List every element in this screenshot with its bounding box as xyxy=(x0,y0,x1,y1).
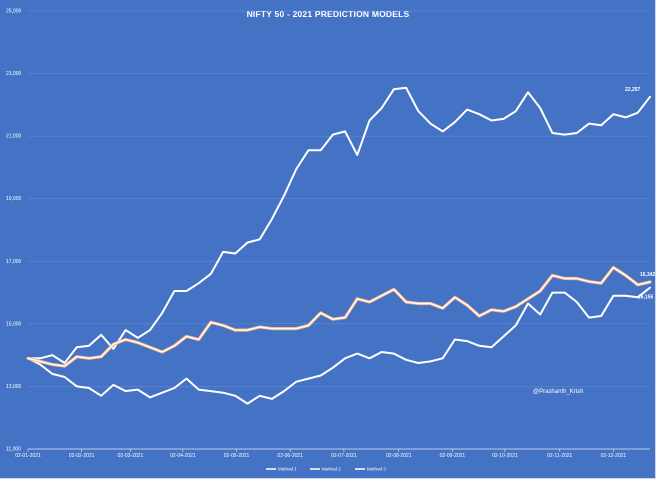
x-tick-label: 02-12-2021 xyxy=(601,453,627,459)
watermark-annotation: @Prashanth_Krish xyxy=(533,389,583,395)
y-tick-label: 15,000 xyxy=(6,321,22,327)
legend: Method 1 Method 2 Method 3 xyxy=(266,467,386,472)
x-tick-label: 02-03-2021 xyxy=(118,453,144,459)
y-tick-label: 19,000 xyxy=(6,196,22,202)
y-tick-label: 11,000 xyxy=(6,447,21,453)
y-tick-label: 21,000 xyxy=(6,134,22,140)
legend-label-1: Method 1 xyxy=(278,467,297,472)
y-tick-label: 25,000 xyxy=(6,9,22,15)
end-data-label-1: 22,257 xyxy=(625,87,641,93)
gridlines: 11,000 13,000 15,000 17,000 19,000 21,000 23,0… xyxy=(6,9,650,453)
legend-label-3: Method 3 xyxy=(367,467,386,472)
x-tick-label: 02-05-2021 xyxy=(224,453,250,459)
chart-title: NIFTY 50 - 2021 PREDICTION MODELS xyxy=(247,9,410,19)
y-tick-label: 17,000 xyxy=(6,259,22,265)
data-labels: 22,257 16,155 16,342 xyxy=(625,87,655,301)
x-tick-label: 02-04-2021 xyxy=(170,453,196,459)
series-lines xyxy=(26,86,652,405)
x-tick-label: 02-11-2021 xyxy=(547,453,572,459)
y-tick-label: 23,000 xyxy=(6,71,22,77)
x-tick-label: 02-01-2021 xyxy=(15,453,41,459)
y-tick-label: 13,000 xyxy=(6,384,22,390)
series-line-2 xyxy=(27,286,651,405)
x-tick-label: 02-08-2021 xyxy=(386,453,412,459)
x-tick-label: 02-07-2021 xyxy=(331,453,357,459)
end-data-label-3: 16,342 xyxy=(640,272,655,278)
x-tick-label: 02-02-2021 xyxy=(69,453,95,459)
x-tick-label: 02-10-2021 xyxy=(492,453,518,459)
axes: 02-01-2021 02-02-2021 02-03-2021 02-04-2021… xyxy=(15,448,650,459)
line-chart: NIFTY 50 - 2021 PREDICTION MODELS 11,000… xyxy=(6,9,655,472)
series-line-1 xyxy=(27,86,651,364)
series-line-glow-3 xyxy=(26,265,652,368)
x-tick-label: 02-09-2021 xyxy=(440,453,466,459)
series-line-3 xyxy=(27,266,651,367)
legend-label-2: Method 2 xyxy=(322,467,341,472)
end-data-label-2: 16,155 xyxy=(638,295,654,301)
x-tick-label: 02-06-2021 xyxy=(277,453,303,459)
